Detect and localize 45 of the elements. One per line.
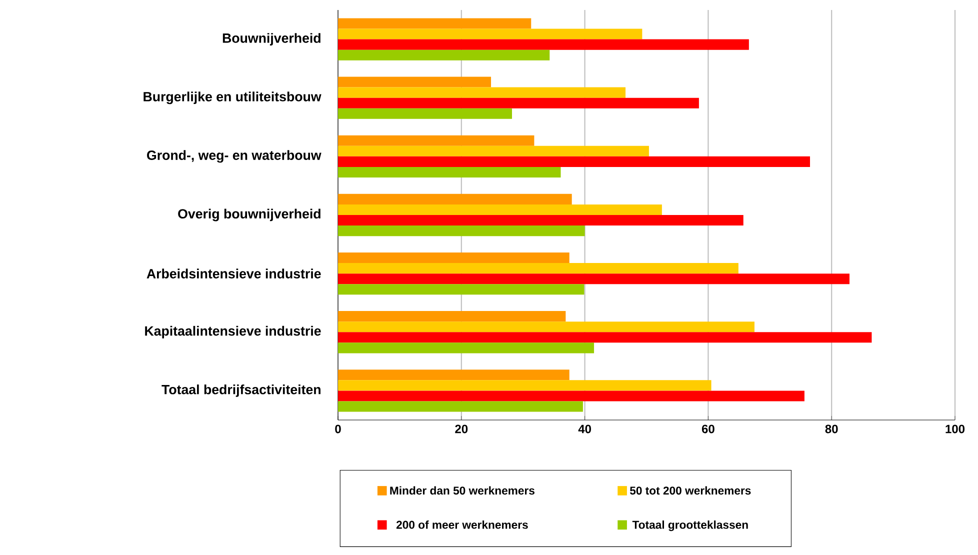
bar xyxy=(338,18,532,29)
bar xyxy=(338,87,626,98)
x-tick-label: 80 xyxy=(825,424,838,434)
bar xyxy=(338,370,570,380)
bar xyxy=(338,146,649,156)
bar xyxy=(338,263,738,274)
y-tick-label: Overig bouwnijverheid xyxy=(178,208,320,222)
x-tick-label: 0 xyxy=(335,424,341,434)
bar xyxy=(338,194,572,204)
bar xyxy=(338,39,749,50)
bar xyxy=(338,214,744,226)
bar xyxy=(338,204,662,215)
y-tick-label: Bouwnijverheid xyxy=(222,33,320,46)
legend-label: 50 tot 200 werknemers xyxy=(630,486,751,495)
bar xyxy=(338,156,810,167)
bar xyxy=(338,311,566,322)
bar xyxy=(338,332,872,343)
y-tick-label: Grond-, weg- en waterbouw xyxy=(147,150,322,163)
y-tick-label: Kapitaalintensieve industrie xyxy=(145,326,321,338)
x-tick-label: 40 xyxy=(578,424,591,434)
bar xyxy=(338,108,512,119)
bar xyxy=(338,50,550,60)
bar xyxy=(338,401,583,412)
legend-label: Minder dan 50 werknemers xyxy=(390,486,534,495)
bar xyxy=(338,322,754,332)
y-tick-label: Arbeidsintensieve industrie xyxy=(146,268,321,278)
y-tick-label: Burgerlijke en utiliteitsbouw xyxy=(144,92,322,104)
bar xyxy=(338,135,534,146)
x-tick-label: 20 xyxy=(455,424,468,434)
legend-label: 200 of meer werknemers xyxy=(396,520,528,529)
x-tick-label: 60 xyxy=(702,424,714,434)
bar xyxy=(338,252,570,264)
bar xyxy=(338,284,584,295)
bar xyxy=(338,166,561,178)
bar xyxy=(338,28,642,40)
x-tick-label: 100 xyxy=(946,424,965,434)
bar xyxy=(338,98,699,108)
legend-label: Totaal grootteklassen xyxy=(632,520,748,532)
bar xyxy=(338,380,712,391)
bar xyxy=(338,226,585,236)
bar xyxy=(338,274,850,284)
y-tick-label: Totaal bedrijfsactiviteiten xyxy=(162,384,320,397)
bar xyxy=(338,342,594,354)
bar xyxy=(338,76,492,88)
bar xyxy=(338,390,804,402)
